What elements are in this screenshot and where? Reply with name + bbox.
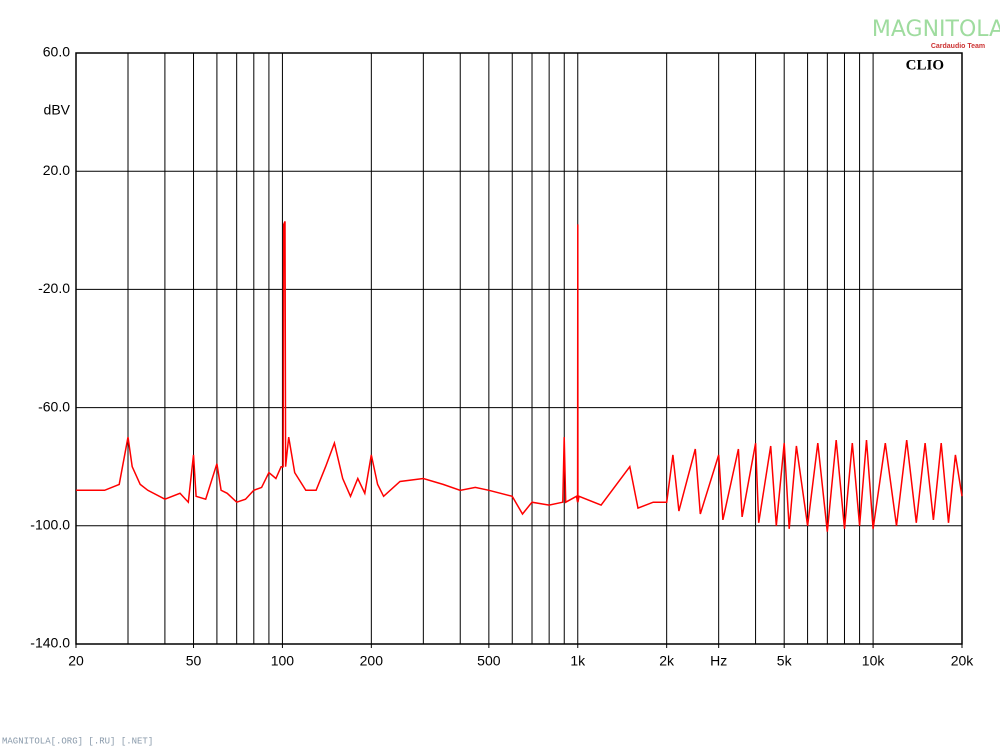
y-tick-label: -20.0 — [38, 280, 70, 296]
logo: MAGNITOLA — [872, 17, 1000, 42]
y-tick-label: 60.0 — [43, 44, 70, 60]
y-tick-label: -60.0 — [38, 398, 70, 414]
x-tick-label: 50 — [186, 653, 202, 669]
y-tick-label: -100.0 — [30, 517, 70, 533]
y-axis-label: dBV — [44, 102, 71, 118]
x-tick-label: 5k — [777, 653, 793, 669]
logo-subtitle: Cardaudio Team — [931, 43, 985, 50]
x-tick-label: 100 — [271, 653, 295, 669]
x-tick-label: 2k — [659, 653, 675, 669]
x-tick-label: 20 — [68, 653, 84, 669]
x-tick-label: Hz — [710, 653, 727, 669]
x-tick-label: 1k — [570, 653, 586, 669]
plot-frame — [75, 52, 963, 645]
x-tick-label: 500 — [477, 653, 501, 669]
annotation: CLIO — [906, 57, 944, 73]
x-tick-label: 10k — [862, 653, 886, 669]
footer: MAGNITOLA[.ORG] [.RU] [.NET] — [2, 736, 153, 746]
x-tick-label: 200 — [360, 653, 384, 669]
y-tick-label: 20.0 — [43, 162, 70, 178]
spectrum-line — [76, 221, 963, 532]
y-tick-label: -140.0 — [30, 635, 70, 651]
x-tick-label: 20k — [951, 653, 975, 669]
